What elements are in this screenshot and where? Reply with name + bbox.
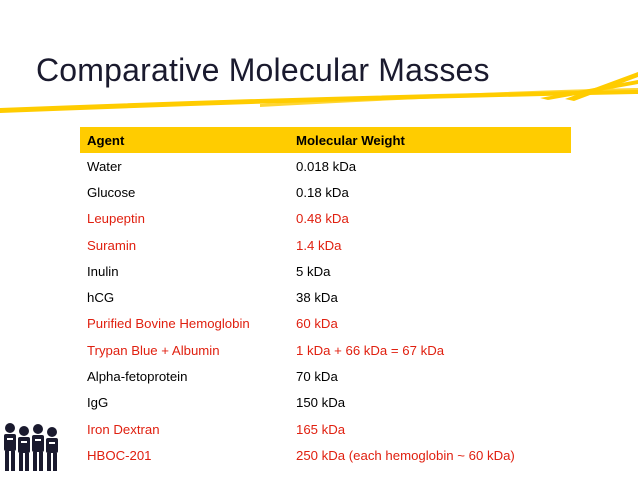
people-group-icon xyxy=(4,423,58,471)
cell-agent: Inulin xyxy=(87,263,119,279)
table-row: Glucose 0.18 kDa xyxy=(80,179,571,205)
cell-molecular-weight: 1 kDa + 66 kDa = 67 kDa xyxy=(296,342,445,358)
cell-molecular-weight: 1.4 kDa xyxy=(296,237,342,253)
cell-agent: Water xyxy=(87,158,122,174)
cell-molecular-weight: 38 kDa xyxy=(296,290,338,306)
table-row: Water 0.018 kDa xyxy=(80,153,571,179)
cell-molecular-weight: 70 kDa xyxy=(296,369,338,385)
table-row: hCG 38 kDa xyxy=(80,284,571,310)
slide-title: Comparative Molecular Masses xyxy=(36,52,490,88)
cell-molecular-weight: 250 kDa (each hemoglobin ~ 60 kDa) xyxy=(296,447,515,463)
cell-molecular-weight: 5 kDa xyxy=(296,263,331,279)
cell-agent: hCG xyxy=(87,290,115,306)
header-agent: Agent xyxy=(80,127,289,153)
cell-agent: IgG xyxy=(87,395,109,411)
cell-molecular-weight: 150 kDa xyxy=(296,395,346,411)
table-row: Purified Bovine Hemoglobin 60 kDa xyxy=(80,311,571,337)
table-row: Leupeptin 0.48 kDa xyxy=(80,206,571,232)
molecular-weight-table: Agent Molecular Weight Water 0.018 kDa Glu… xyxy=(80,127,571,469)
table-row: IgG 150 kDa xyxy=(80,390,571,416)
table-row: Alpha-fetoprotein 70 kDa xyxy=(80,363,571,389)
table-row: HBOC-201 250 kDa (each hemoglobin ~ 60 kD… xyxy=(80,442,571,468)
cell-molecular-weight: 60 kDa xyxy=(296,316,338,332)
header-molecular-weight: Molecular Weight xyxy=(289,127,571,153)
cell-agent: Suramin xyxy=(87,237,137,253)
cell-agent: Alpha-fetoprotein xyxy=(87,369,188,385)
cell-agent: Glucose xyxy=(87,184,136,200)
cell-molecular-weight: 0.48 kDa xyxy=(296,211,349,227)
cell-molecular-weight: 0.18 kDa xyxy=(296,184,349,200)
cell-agent: Trypan Blue + Albumin xyxy=(87,342,220,358)
cell-agent: Purified Bovine Hemoglobin xyxy=(87,316,250,332)
table-row: Iron Dextran 165 kDa xyxy=(80,416,571,442)
table-row: Trypan Blue + Albumin 1 kDa + 66 kDa = 67… xyxy=(80,337,571,363)
table-row: Suramin 1.4 kDa xyxy=(80,232,571,258)
table-row: Inulin 5 kDa xyxy=(80,258,571,284)
cell-molecular-weight: 0.018 kDa xyxy=(296,158,357,174)
cell-agent: Leupeptin xyxy=(87,211,145,227)
brush-stroke-underline xyxy=(0,72,638,113)
cell-molecular-weight: 165 kDa xyxy=(296,421,346,437)
table-header-row: Agent Molecular Weight xyxy=(80,127,571,153)
cell-agent: Iron Dextran xyxy=(87,421,160,437)
cell-agent: HBOC-201 xyxy=(87,447,152,463)
